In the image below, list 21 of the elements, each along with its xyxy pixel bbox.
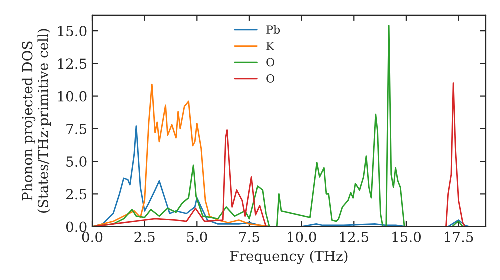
x-tick-label: 15.0 [392, 232, 422, 242]
x-tick-label: 7.5 [240, 232, 260, 242]
y-tick-label: 5.0 [66, 156, 87, 168]
x-tick-label: 2.5 [134, 232, 155, 242]
y-axis-title: Phonon projected DOS (States/THz·primitive cell) [22, 29, 52, 213]
x-tick-label: 0.0 [82, 232, 103, 242]
x-tick-label: 10.0 [288, 232, 316, 242]
y-tick-label: 0.0 [66, 222, 87, 232]
y-tick-label: 7.5 [66, 124, 87, 134]
y-tick-label: 12.5 [58, 58, 87, 70]
legend-label: K [266, 42, 274, 50]
y-tick-label: 10.0 [58, 91, 87, 102]
x-tick-label: 5.0 [187, 232, 208, 242]
legend-label: O [266, 74, 275, 83]
y-tick-label: 15.0 [58, 26, 87, 37]
legend-label: Pb [266, 25, 280, 34]
x-axis-title: Frequency (THz) [230, 250, 348, 264]
x-tick-label: 12.5 [340, 232, 369, 242]
y-tick-label: 2.5 [66, 189, 87, 200]
legend-label: O [266, 58, 275, 67]
x-tick-label: 17.5 [445, 232, 474, 242]
